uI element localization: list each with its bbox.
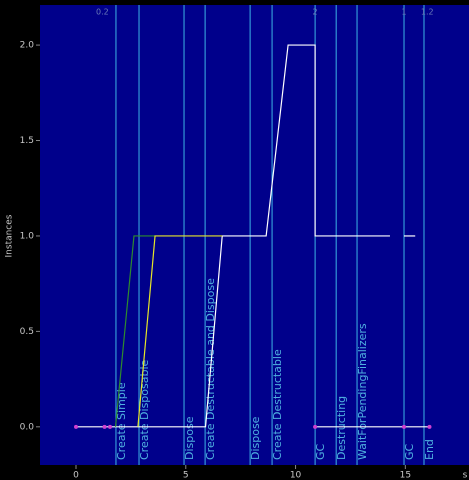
event-label: GC — [314, 443, 327, 460]
point — [427, 424, 432, 429]
x-tick-label: 10 — [290, 471, 302, 480]
y-tick-label: 1.0 — [20, 231, 35, 241]
event-label: End — [423, 439, 436, 460]
event-label: GC — [403, 443, 416, 460]
annotation: 0.2 — [96, 8, 109, 17]
event-label: WaitForPendingFinalizers — [356, 323, 369, 460]
point — [74, 424, 79, 429]
point — [402, 424, 407, 429]
y-tick-label: 0.5 — [20, 327, 34, 337]
y-axis-label: Instances — [5, 214, 15, 257]
annotation: 2 — [313, 8, 318, 17]
point — [313, 424, 318, 429]
series-line — [137, 235, 223, 427]
x-axis-label: s — [463, 471, 468, 480]
y-tick-label: 2.0 — [20, 41, 35, 51]
x-tick-label: 15 — [400, 471, 411, 480]
event-label: Destructing — [335, 396, 348, 460]
y-tick-label: 1.5 — [20, 136, 34, 146]
plot-area — [40, 5, 469, 465]
x-tick-label: 5 — [183, 471, 189, 480]
event-label: Create Destructable — [271, 349, 284, 460]
series-line — [76, 44, 390, 428]
x-tick-label: 0 — [73, 471, 79, 480]
point — [102, 424, 107, 429]
annotation: 1 — [401, 8, 406, 17]
annotation: 1.2 — [421, 8, 434, 17]
y-tick-label: 0.0 — [20, 422, 35, 432]
point — [108, 424, 113, 429]
event-label: Dispose — [183, 416, 196, 460]
event-label: Create Simple — [115, 382, 128, 460]
event-label: Dispose — [249, 416, 262, 460]
series-line — [114, 235, 156, 427]
